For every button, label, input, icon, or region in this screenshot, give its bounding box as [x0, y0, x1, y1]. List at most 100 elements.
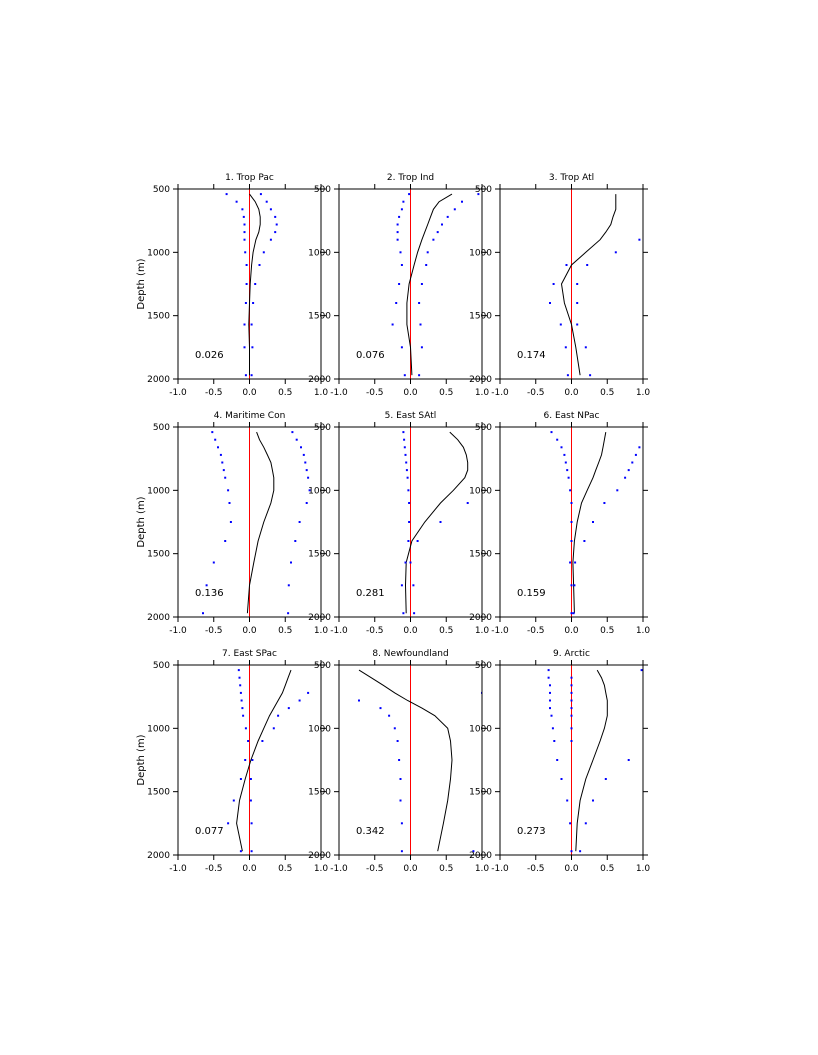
y-tick-label: 2000: [147, 375, 170, 385]
bound-dot: [229, 521, 232, 523]
y-axis-label: Depth (m): [136, 734, 147, 785]
bound-dot: [407, 489, 410, 492]
bound-dot: [640, 669, 643, 672]
panel-4: 4. Maritime Con -1.0 -0.5 0.0 0.5 1.0 500 1000 1…: [136, 411, 328, 636]
panel-data: [227, 669, 310, 853]
panel-data: [550, 431, 641, 615]
bound-dot: [244, 374, 247, 377]
mean-profile-line: [560, 194, 617, 376]
panel-8: 8. Newfoundland -1.0 -0.5 0.0 0.5 1.0 500 1000 1…: [308, 649, 489, 874]
y-tick-label: 2000: [469, 613, 492, 623]
y-tick-label: 1500: [147, 788, 170, 798]
bound-dot: [403, 446, 406, 449]
bound-dot: [560, 446, 563, 449]
y-tick-label: 500: [475, 661, 492, 671]
y-tick-label: 500: [314, 423, 331, 433]
panel-data: [547, 669, 643, 853]
x-tick-label: -1.0: [491, 864, 509, 874]
y-tick-label: 500: [153, 185, 170, 195]
x-tick-label: 1.0: [636, 626, 651, 636]
bound-dot: [466, 502, 469, 504]
bound-dot: [563, 453, 566, 456]
bound-dot: [403, 438, 406, 441]
x-tick-label: -1.0: [169, 626, 187, 636]
bound-dot: [398, 283, 401, 285]
x-tick-label: 1.0: [314, 388, 329, 398]
bound-dot: [566, 799, 569, 802]
bound-dot: [547, 669, 550, 672]
bound-dot: [399, 251, 402, 254]
bound-dot: [252, 302, 255, 304]
panel-9: 9. Arctic -1.0 -0.5 0.0 0.5 1.0 500 1000 1500 200…: [469, 649, 650, 874]
bound-dot: [405, 469, 408, 472]
x-tick-label: -1.0: [330, 864, 348, 874]
bound-dot: [566, 469, 569, 472]
bound-dot: [262, 251, 265, 254]
bound-dot: [274, 231, 277, 234]
bound-dot: [396, 223, 399, 226]
y-tick-label: 1500: [308, 312, 331, 322]
bound-dot: [391, 323, 394, 326]
bound-dot: [379, 707, 382, 710]
bound-dot: [549, 684, 551, 687]
bound-dot: [426, 251, 429, 254]
bound-dot: [388, 714, 391, 717]
bound-dot: [624, 476, 627, 479]
bound-dot: [570, 691, 573, 694]
bound-dot: [550, 714, 553, 717]
panel-data: [549, 194, 641, 377]
bound-dot: [274, 215, 277, 218]
correlation-value: 0.076: [356, 350, 385, 361]
bound-dot: [409, 561, 412, 564]
bound-dot: [239, 778, 242, 780]
bound-dot: [400, 850, 403, 853]
correlation-value: 0.077: [195, 826, 224, 837]
y-tick-label: 1000: [469, 724, 492, 734]
correlation-value: 0.281: [356, 588, 385, 599]
x-tick-label: 0.0: [403, 864, 418, 874]
y-tick-label: 2000: [147, 613, 170, 623]
x-tick-label: 0.0: [242, 626, 257, 636]
bound-dot: [221, 461, 224, 464]
bound-dot: [214, 438, 217, 441]
panel-3: 3. Trop Atl -1.0 -0.5 0.0 0.5 1.0 500 1000 1500 2…: [469, 173, 650, 398]
bound-dot: [416, 540, 419, 542]
bound-dot: [202, 612, 204, 615]
y-axis-label: Depth (m): [136, 258, 147, 309]
bound-dot: [547, 676, 550, 679]
panel-title: 6. East NPac: [544, 411, 600, 421]
y-tick-label: 1500: [469, 550, 492, 560]
bound-dot: [396, 238, 399, 241]
correlation-value: 0.174: [517, 350, 546, 361]
bound-dot: [614, 251, 617, 254]
bound-dot: [570, 521, 573, 523]
bound-dot: [225, 193, 228, 196]
bound-dot: [269, 208, 272, 211]
bound-dot: [249, 799, 252, 802]
bound-dot: [239, 691, 242, 694]
bound-dot: [287, 612, 290, 615]
bound-dot: [402, 612, 405, 615]
bound-dot: [400, 346, 403, 349]
bound-dot: [425, 264, 428, 266]
correlation-value: 0.136: [195, 588, 224, 599]
x-tick-label: 0.5: [600, 388, 614, 398]
bound-dot: [406, 476, 409, 479]
bound-dot: [570, 740, 573, 742]
y-tick-label: 1500: [308, 550, 331, 560]
bound-dot: [243, 346, 246, 349]
bound-dot: [638, 446, 641, 449]
bound-dot: [572, 612, 575, 615]
bound-dot: [224, 476, 227, 479]
panel-title: 5. East SAtl: [385, 411, 437, 421]
bound-dot: [627, 759, 630, 761]
bound-dot: [570, 502, 573, 504]
bound-dot: [243, 231, 246, 234]
x-tick-label: -1.0: [330, 388, 348, 398]
x-tick-label: 0.0: [564, 626, 579, 636]
bound-dot: [586, 264, 589, 266]
bound-dot: [569, 822, 572, 825]
bound-dot: [638, 238, 641, 241]
bound-dot: [408, 521, 411, 523]
bound-dot: [631, 461, 634, 464]
